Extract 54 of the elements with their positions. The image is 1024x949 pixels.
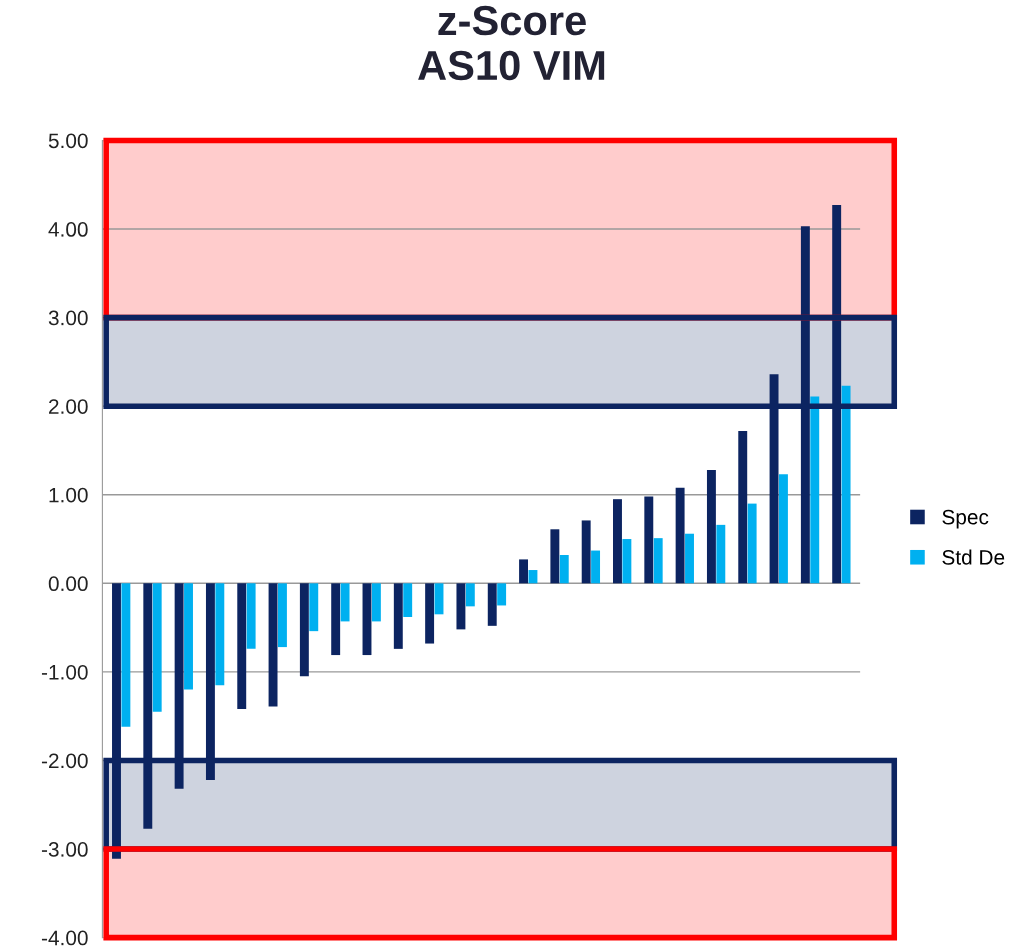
y-tick-label: 3.00 (48, 310, 88, 326)
bar (152, 583, 162, 712)
bar (497, 583, 507, 606)
bar (362, 583, 372, 656)
bar (653, 538, 663, 584)
bar (246, 583, 256, 649)
bar (644, 496, 654, 584)
bar (738, 430, 748, 584)
bar (340, 583, 350, 622)
bar (716, 524, 726, 584)
bar (528, 570, 538, 584)
bar (747, 503, 757, 584)
bar (237, 583, 247, 710)
bar (268, 583, 278, 707)
bar (613, 499, 622, 584)
bar (778, 474, 788, 584)
bar (465, 583, 475, 607)
bar (434, 583, 444, 615)
bar (299, 583, 309, 677)
bar (559, 554, 569, 584)
bar (581, 520, 591, 584)
y-tick-label: -1.00 (41, 664, 88, 680)
bar (215, 583, 225, 686)
bar (121, 583, 131, 727)
legend-label: Spec (942, 509, 989, 529)
bar (403, 583, 413, 617)
bar (841, 385, 851, 584)
bar (309, 583, 319, 632)
bar (685, 533, 694, 584)
y-tick-label: -4.00 (41, 930, 88, 946)
bar (456, 583, 466, 630)
y-tick-label: -3.00 (41, 842, 88, 857)
y-tick-label: 1.00 (49, 487, 88, 503)
bar (425, 583, 435, 644)
y-tick-label: -2.00 (41, 753, 88, 769)
bar (550, 529, 560, 584)
bar (591, 550, 601, 584)
bar (393, 583, 403, 649)
bar (277, 583, 287, 648)
chart-title: z-Score AS10 VIM (418, 5, 605, 81)
bar (622, 539, 632, 584)
bar (487, 583, 497, 626)
bar (371, 583, 381, 622)
bar (810, 396, 820, 584)
bar (331, 583, 341, 656)
legend-label: Std De (942, 549, 1005, 565)
y-tick-label: 5.00 (48, 133, 88, 149)
bar (706, 469, 716, 584)
y-tick-label: 0.00 (48, 576, 88, 592)
y-tick-label: 4.00 (48, 222, 88, 237)
y-tick-label: 2.00 (49, 399, 88, 414)
bar (184, 583, 193, 690)
bar (519, 559, 529, 584)
bar (675, 487, 685, 584)
